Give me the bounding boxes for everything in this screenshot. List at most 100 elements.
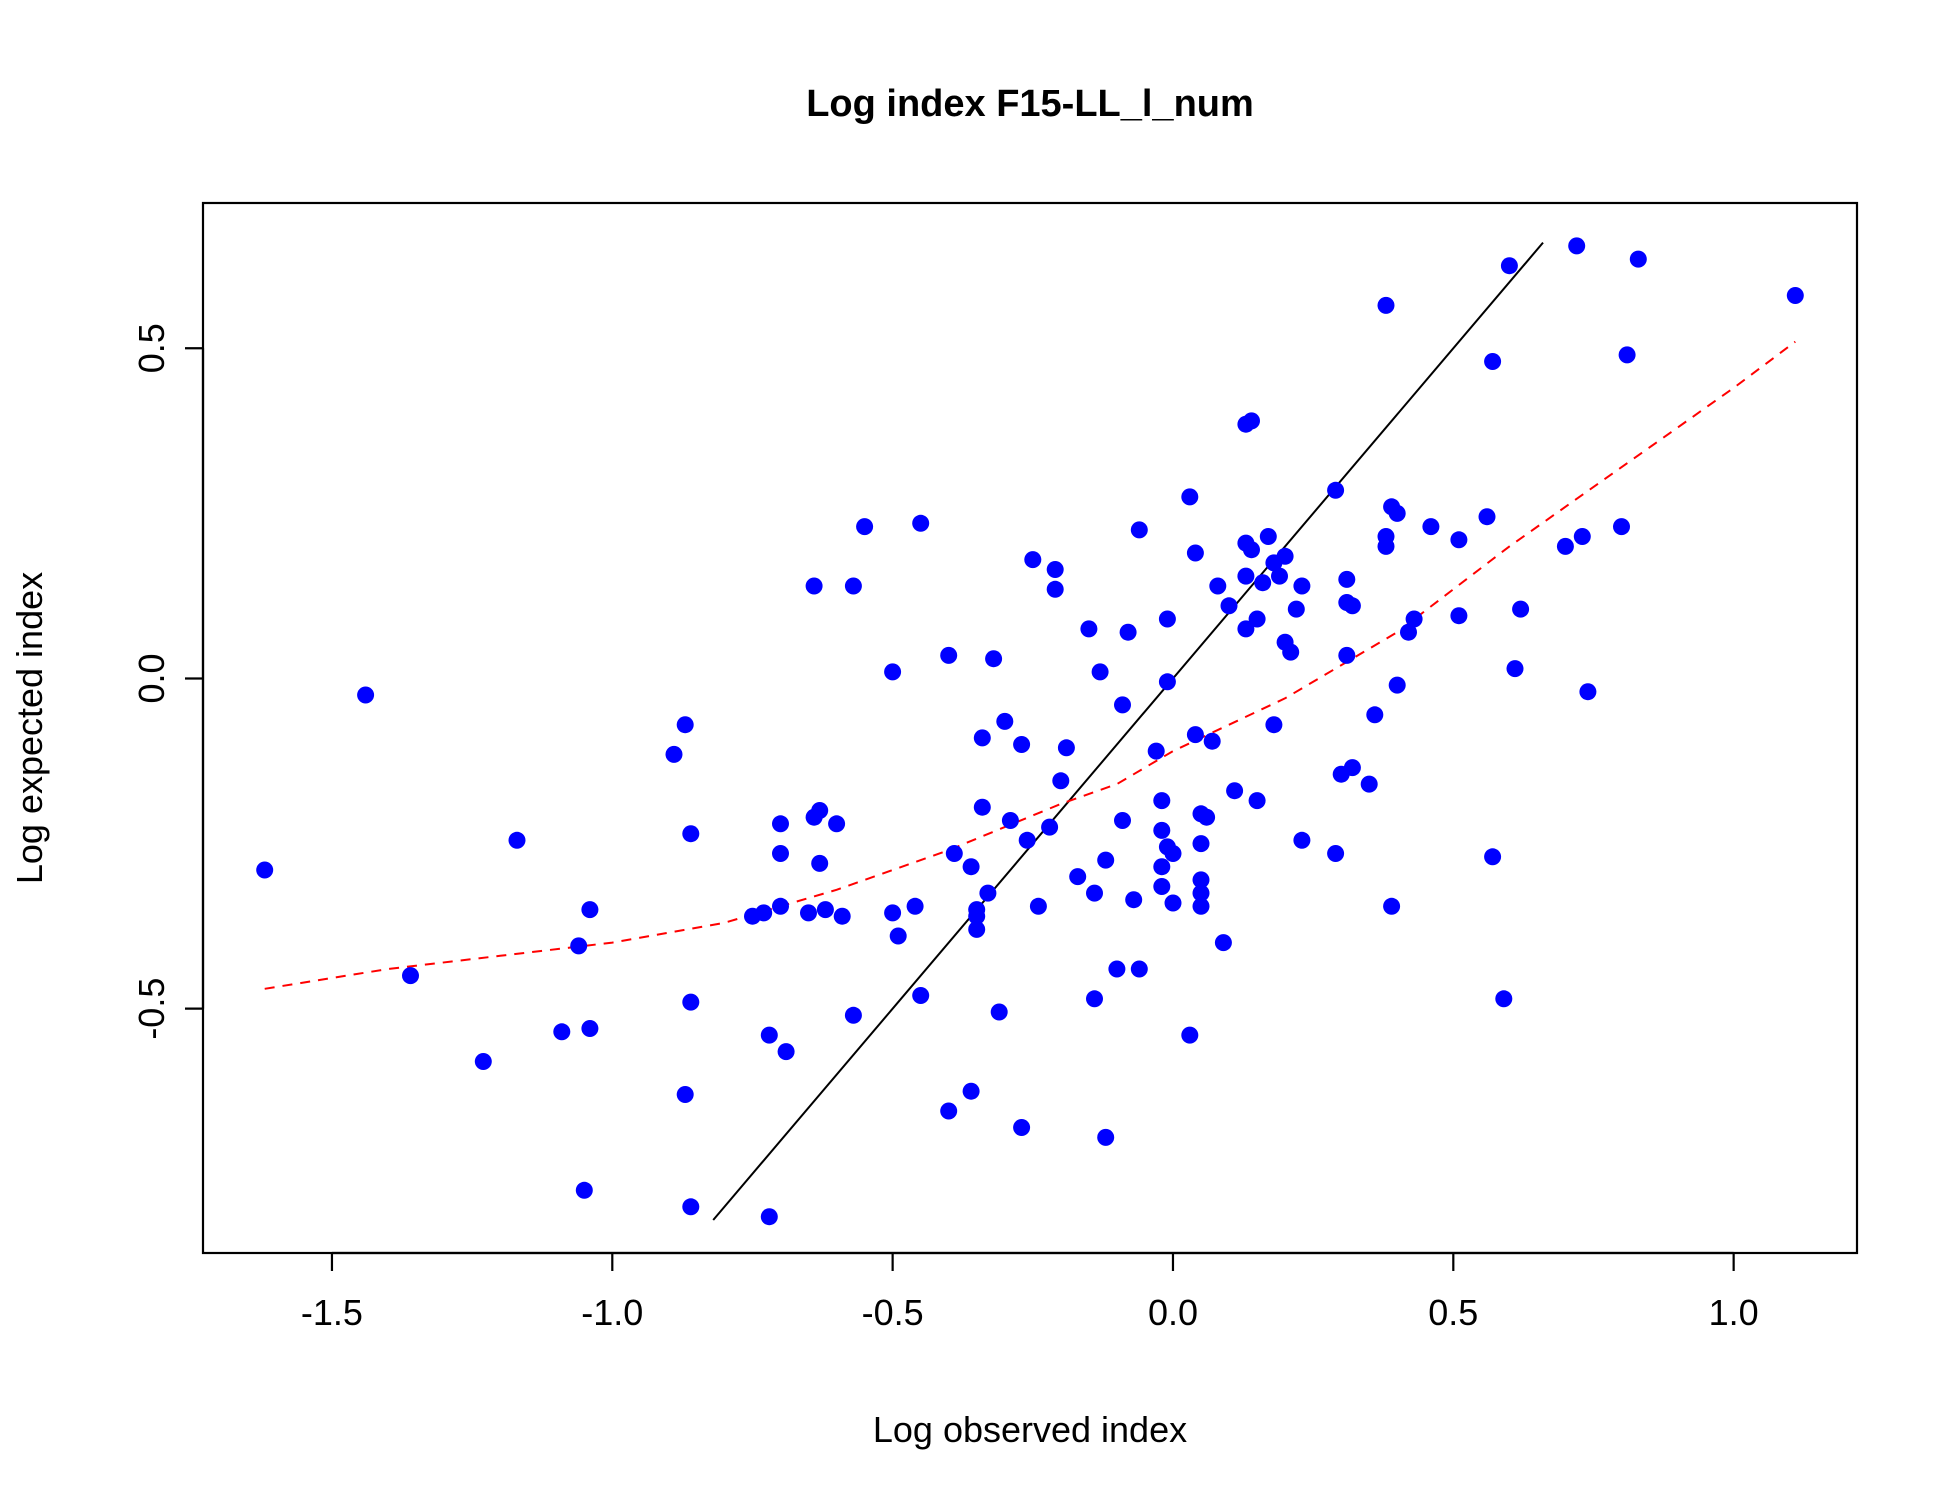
data-point (1186, 726, 1204, 744)
data-point (940, 1102, 958, 1120)
data-point (1254, 574, 1272, 592)
data-point (811, 854, 829, 872)
data-point (1181, 488, 1199, 506)
identity-line (712, 241, 1544, 1221)
data-point (1108, 960, 1126, 978)
data-point (1069, 868, 1087, 886)
data-point (968, 901, 986, 919)
data-point (1327, 845, 1345, 862)
data-point (1086, 884, 1103, 902)
data-point (1158, 610, 1176, 628)
data-point (1181, 1026, 1199, 1044)
data-point (1618, 346, 1636, 364)
data-point (682, 825, 700, 843)
data-point (256, 861, 274, 879)
data-point (581, 1020, 599, 1037)
data-point (1243, 412, 1260, 430)
data-point (828, 815, 846, 833)
data-point (1484, 848, 1502, 866)
data-point (1265, 716, 1283, 734)
data-point (1153, 858, 1171, 876)
data-point (990, 1003, 1008, 1021)
data-point (1786, 287, 1804, 304)
data-point (940, 646, 958, 664)
data-point (575, 1181, 593, 1199)
data-point (1422, 518, 1440, 536)
data-point (1495, 990, 1513, 1008)
data-point (1377, 537, 1395, 555)
data-point (1243, 541, 1260, 559)
identity-line-layer (712, 241, 1544, 1221)
data-point (1086, 990, 1103, 1008)
data-point (1186, 544, 1204, 562)
data-point (1097, 851, 1115, 869)
data-point (1388, 676, 1406, 694)
data-point (1568, 237, 1586, 255)
data-point (1046, 580, 1064, 598)
data-point (682, 993, 700, 1011)
data-point (1556, 537, 1574, 555)
data-point (474, 1053, 492, 1070)
data-point (844, 577, 862, 595)
data-point (676, 1086, 694, 1103)
data-point (1147, 742, 1165, 760)
data-point (884, 904, 902, 922)
data-point (1130, 960, 1148, 978)
data-point (1209, 577, 1227, 595)
y-tick-label: 0.5 (131, 323, 172, 373)
data-point (1052, 772, 1070, 790)
data-point (800, 904, 817, 922)
data-point (1130, 521, 1148, 539)
data-point (889, 927, 907, 945)
data-point (1018, 831, 1036, 849)
data-point (1271, 567, 1288, 585)
x-tick-label: 0.0 (1148, 1292, 1198, 1333)
data-point (1153, 878, 1171, 895)
data-point (1041, 818, 1059, 836)
data-point (1248, 610, 1266, 628)
smooth-trend-line (264, 340, 1796, 990)
data-point (844, 1006, 862, 1024)
data-point (1091, 663, 1109, 681)
data-point (1282, 643, 1300, 661)
data-point (581, 901, 599, 919)
data-point (1579, 683, 1597, 701)
data-point (912, 514, 930, 532)
x-tick-label: 0.5 (1428, 1292, 1478, 1333)
data-point (1114, 812, 1131, 829)
data-point (760, 1026, 778, 1044)
data-point (1388, 504, 1406, 522)
data-point (1248, 792, 1266, 810)
data-point (402, 967, 419, 985)
data-point (884, 663, 902, 681)
data-point (1478, 508, 1496, 526)
data-point (1500, 257, 1518, 275)
data-point (760, 1208, 778, 1226)
data-point (1506, 660, 1524, 678)
data-point (1125, 891, 1143, 909)
y-tick-label: -0.5 (131, 978, 172, 1040)
data-point (1613, 518, 1630, 536)
data-point (1226, 782, 1244, 800)
data-point (1001, 812, 1019, 829)
data-point (1024, 551, 1042, 569)
data-point (1400, 623, 1417, 641)
data-point (1192, 897, 1210, 915)
data-point (508, 831, 526, 849)
data-point (1029, 897, 1047, 915)
data-point (1573, 528, 1591, 545)
data-point (1153, 792, 1171, 810)
data-point (973, 798, 991, 816)
data-point (1484, 353, 1502, 370)
data-point (676, 716, 694, 734)
data-point (805, 577, 823, 595)
data-point (962, 1082, 980, 1100)
data-point (945, 845, 963, 862)
data-point (1338, 570, 1356, 588)
data-point (1192, 835, 1210, 853)
data-point (1360, 775, 1378, 793)
y-axis-label: Log expected index (9, 572, 50, 884)
data-point (985, 650, 1003, 668)
y-axis: -0.5 0.0 0.5 (131, 323, 205, 1040)
